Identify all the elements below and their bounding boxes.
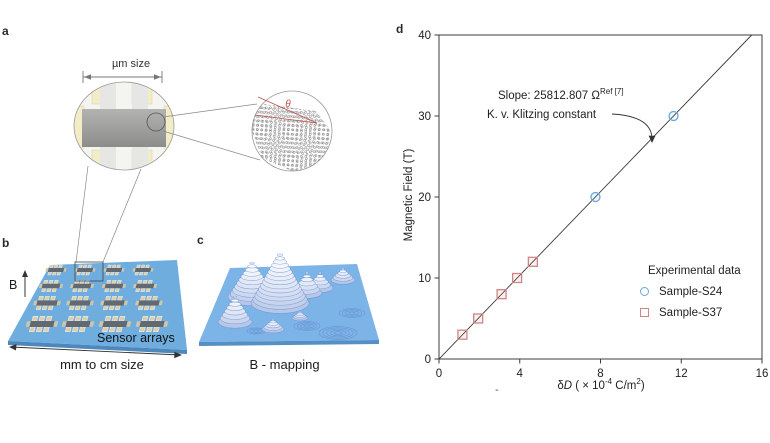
sensor-array-item [74,264,96,276]
x-axis-label: δD ( × 10-4 C/m2) [520,377,682,392]
array-connector-lines [75,165,142,263]
data-point-Sample-S37 [527,256,539,267]
sensor-array-item [100,296,128,310]
data-point-Sample-S37 [473,313,484,324]
b-field-arrow [22,270,28,297]
slope-annotation-line2: K. v. Klitzing constant [487,109,597,121]
fit-line [438,34,753,360]
field-peak [330,267,356,285]
x-axis-delta: δ [557,380,564,392]
y-tick-label: 20 [418,192,431,204]
mm-cm-size-label: mm to cm size [60,357,144,372]
x-axis-unit: C/m [612,380,637,392]
sensor-array-item [45,264,67,276]
circle-marker-icon [640,287,649,296]
magnifier-connector-lines [162,103,261,161]
stray-dash-mark: - [495,384,499,396]
sensor-array-item [33,296,61,310]
field-contour-rings [338,308,366,318]
y-tick-label: 40 [418,30,431,42]
slope-value-text: Slope: 25812.807 Ω [498,90,600,102]
square-marker-icon [640,308,649,317]
y-tick-label: 30 [418,111,431,123]
y-axis-label: Magnetic Field (T) [403,148,415,242]
x-tick-label: 12 [675,368,688,380]
um-dimension-arrow [82,71,163,83]
legend-item-s37: Sample-S37 [640,302,741,323]
um-size-label: µm size [111,58,151,70]
panel-c-b-mapping [199,253,379,346]
field-peak [250,253,310,314]
x-tick-label: 8 [597,368,603,380]
twist-angle-theta-label: θ [285,99,291,110]
x-axis-variable: D [563,380,573,392]
sensor-array-item [135,315,169,333]
data-point-Sample-S37 [511,272,523,284]
mm-cm-dimension-arrow [9,344,182,359]
panel-b-letter: b [2,236,10,250]
annotation-arrow [611,113,656,143]
data-point-Sample-S24 [590,191,601,203]
field-peak [217,295,253,329]
magnetic-field-chart: 0 4 8 12 16 0 10 20 30 40 [418,30,768,380]
x-tick-label: 4 [517,368,524,380]
legend-title: Experimental data [648,265,741,277]
sensor-array-items [25,264,169,333]
sensor-array-item [38,280,64,292]
sensor-array-item [98,315,132,333]
legend-label-s24: Sample-S24 [659,285,723,298]
legend-item-s24: Sample-S24 [640,281,741,302]
data-point-Sample-S37 [496,289,507,300]
sensor-array-item [132,280,158,292]
panel-a-device-schematic: θ [73,71,333,263]
sensor-array-item [66,296,94,310]
zoom-source-circle [146,112,166,132]
chart-legend: Experimental data Sample-S24 Sample-S37 [640,261,741,323]
x-axis-close: ) [640,380,645,392]
legend-label-s37: Sample-S37 [659,306,723,319]
field-peak [291,310,309,322]
b-mapping-caption: B - mapping [249,357,320,372]
slope-annotation-line1: Slope: 25812.807 ΩRef [7] [498,87,624,102]
x-tick-label: 16 [756,368,769,380]
sensor-array-item [25,315,59,333]
panel-b-sensor-array [8,260,187,359]
highlighted-sensor-outline [74,261,104,282]
panel-d-letter: d [396,22,404,36]
sensor-array-item [132,264,154,276]
panel-a-letter: a [2,24,9,38]
field-map-peaks [217,253,366,340]
b-field-label: B [9,278,18,292]
sensor-arrays-label: Sensor arrays [97,331,175,345]
data-point-Sample-S24 [668,110,679,122]
sensor-array-item [61,315,95,333]
data-point-Sample-S37 [457,329,468,340]
sensor-array-item [103,264,125,276]
field-contour-rings [293,321,321,331]
y-tick-label: 0 [425,354,431,366]
y-tick-label: 10 [418,273,431,285]
hall-bar-device [74,82,174,170]
panel-c-letter: c [197,233,204,247]
x-axis-exponent: -4 [604,377,613,386]
field-peak [261,318,285,334]
field-contour-rings [318,326,358,340]
sensor-array-item [135,296,163,310]
twist-angle-lines [254,96,318,124]
x-tick-label: 0 [436,368,442,380]
sensor-array-item [101,280,127,292]
slope-reference-sup: Ref [7] [599,87,624,96]
x-axis-open: ( × 10 [572,380,605,392]
x-axis-unit-exponent: 2 [636,377,641,386]
